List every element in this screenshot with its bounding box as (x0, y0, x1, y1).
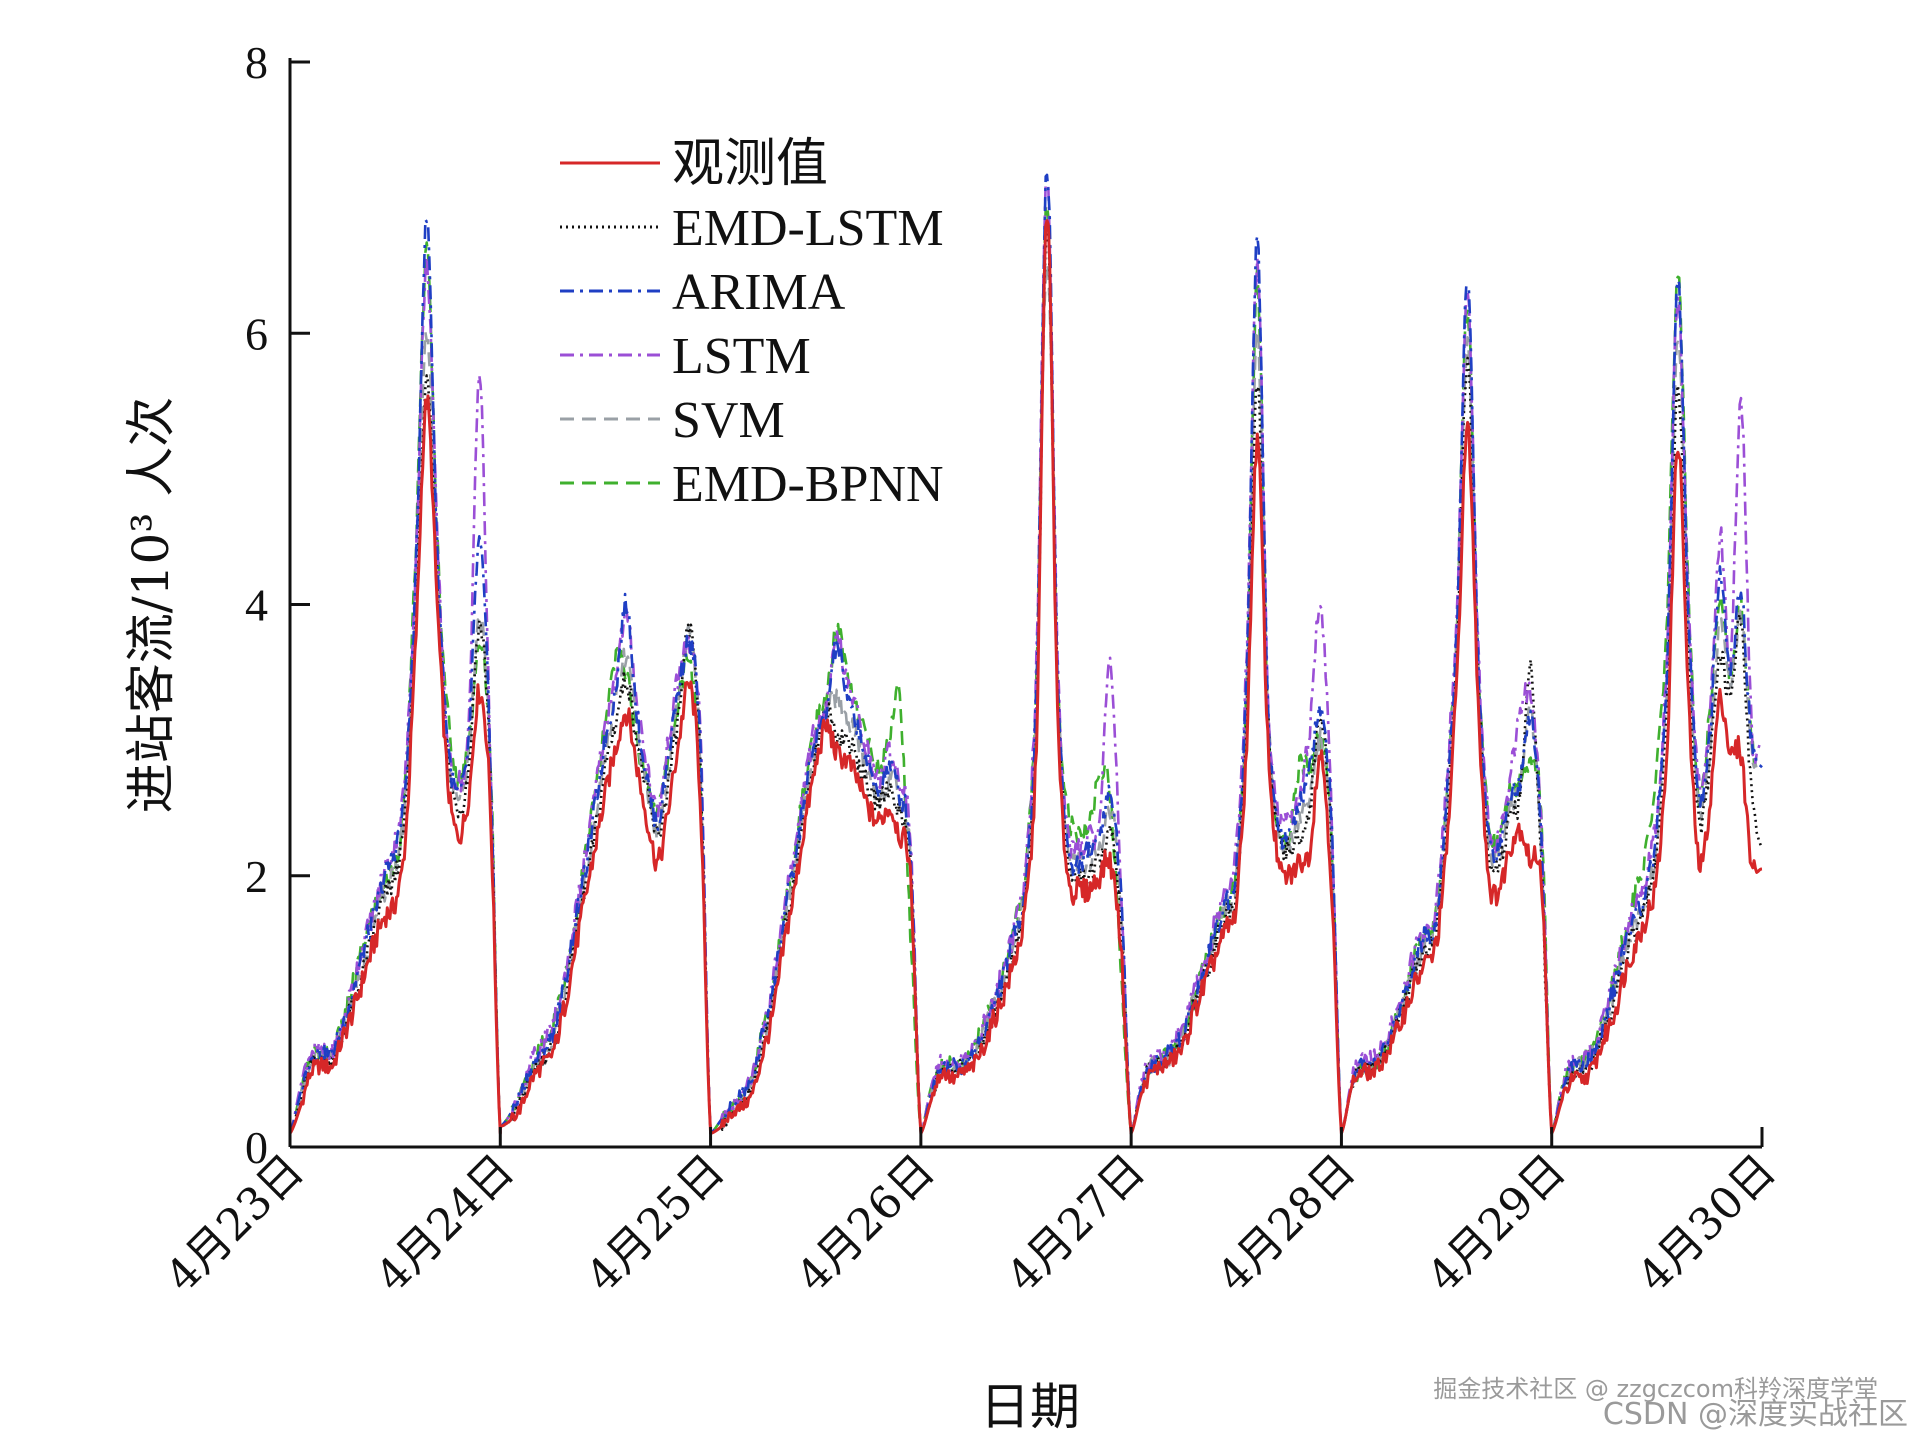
axes (288, 58, 1762, 1149)
y-tick-label: 0 (245, 1122, 268, 1173)
series-line-4 (288, 262, 1763, 1135)
x-axis-title: 日期 (980, 1378, 1080, 1436)
x-tick-label: 4月24日 (366, 1145, 524, 1303)
legend-label: EMD-BPNN (672, 456, 944, 513)
y-tick-label: 6 (245, 308, 268, 359)
legend: 观测值 EMD-LSTM ARIMA LSTM SVM EMD-BPNN (560, 136, 944, 513)
x-tick-label: 4月26日 (787, 1145, 945, 1303)
legend-label: SVM (672, 392, 785, 449)
series-line-2 (288, 173, 1763, 1135)
series-line-5 (288, 203, 1763, 1135)
x-tick-label: 4月27日 (997, 1145, 1155, 1303)
legend-label: EMD-LSTM (672, 200, 944, 257)
watermark-line-1: 掘金技术社区 @ zzgczcom科羚深度学堂 (1433, 1375, 1878, 1403)
legend-label: 观测值 (672, 136, 828, 193)
x-tick-label: 4月25日 (577, 1145, 735, 1303)
series-line-3 (288, 178, 1763, 1135)
x-tick-label: 4月23日 (156, 1145, 314, 1303)
legend-label: ARIMA (672, 264, 846, 321)
series-line-0 (288, 219, 1763, 1135)
y-tick-label: 4 (245, 580, 268, 631)
legend-label: LSTM (672, 328, 811, 385)
x-tick-label: 4月29日 (1418, 1145, 1576, 1303)
x-tick-label: 4月28日 (1208, 1145, 1366, 1303)
x-tick-label: 4月30日 (1628, 1145, 1786, 1303)
y-axis-title: 进站客流/10³ 人次 (122, 397, 180, 813)
y-tick-label: 8 (245, 37, 268, 88)
y-tick-label: 2 (245, 851, 268, 902)
ticks: 0 2 4 6 8 4月23日 4月24日 4月25日 4月26日 4月27日 4月28日 4月29日… (156, 37, 1786, 1302)
series-line-1 (288, 227, 1764, 1135)
watermark-line-2: CSDN @深度实战社区 (1603, 1397, 1908, 1432)
plot-lines (288, 173, 1764, 1135)
